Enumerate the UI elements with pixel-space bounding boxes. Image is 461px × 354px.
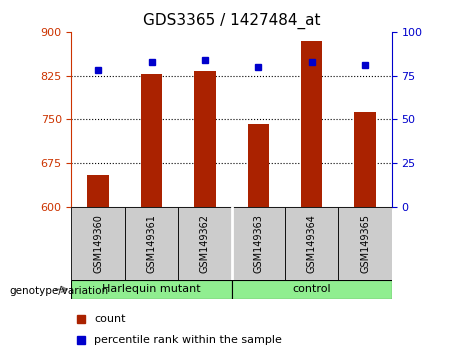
Text: control: control: [292, 284, 331, 295]
Bar: [178, 207, 231, 280]
Bar: [301, 41, 322, 207]
Text: GSM149360: GSM149360: [93, 214, 103, 273]
Bar: [71, 280, 231, 299]
Text: count: count: [94, 314, 125, 324]
Bar: [285, 207, 338, 280]
Bar: [231, 207, 285, 280]
Text: GSM149363: GSM149363: [254, 214, 263, 273]
Text: Harlequin mutant: Harlequin mutant: [102, 284, 201, 295]
Text: GSM149362: GSM149362: [200, 214, 210, 273]
Bar: [194, 71, 216, 207]
Bar: [88, 175, 109, 207]
Text: GSM149364: GSM149364: [307, 214, 317, 273]
Bar: [338, 207, 392, 280]
Text: GSM149365: GSM149365: [360, 214, 370, 273]
Text: percentile rank within the sample: percentile rank within the sample: [94, 335, 282, 345]
Text: GSM149361: GSM149361: [147, 214, 157, 273]
Bar: [248, 124, 269, 207]
Title: GDS3365 / 1427484_at: GDS3365 / 1427484_at: [143, 13, 320, 29]
Bar: [141, 74, 162, 207]
Bar: [355, 113, 376, 207]
Text: genotype/variation: genotype/variation: [9, 286, 108, 296]
Bar: [71, 207, 125, 280]
Bar: [125, 207, 178, 280]
Bar: [231, 280, 392, 299]
